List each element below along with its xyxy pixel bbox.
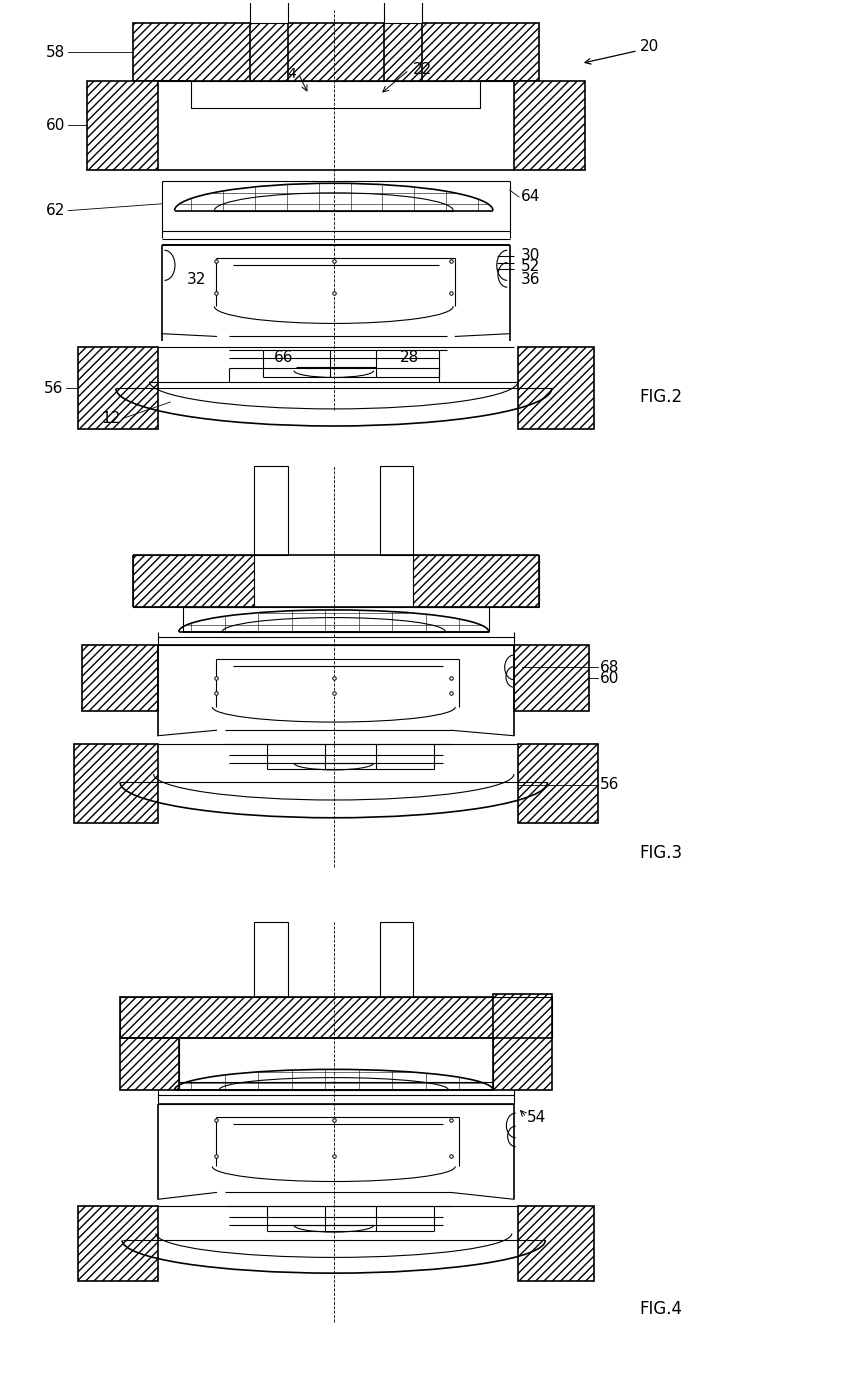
Text: 64: 64	[520, 189, 540, 205]
Bar	[191, 81, 481, 108]
Text: FIG.3: FIG.3	[639, 844, 682, 862]
Bar	[492, 994, 551, 1090]
Text: 32: 32	[187, 272, 207, 287]
Bar	[120, 997, 551, 1038]
Text: 58: 58	[46, 44, 66, 59]
Text: 54: 54	[526, 1109, 545, 1124]
Text: 56: 56	[44, 380, 63, 395]
Bar	[513, 645, 589, 711]
Bar	[78, 1205, 158, 1281]
Bar	[384, 0, 422, 23]
Bar	[379, 467, 413, 555]
Bar	[518, 1205, 593, 1281]
Bar	[518, 744, 598, 824]
Text: 60: 60	[46, 118, 66, 133]
Bar	[518, 347, 593, 430]
Text: 68: 68	[599, 660, 619, 676]
Bar	[132, 23, 539, 81]
Bar	[132, 555, 254, 607]
Bar	[78, 347, 158, 430]
Bar	[379, 921, 413, 997]
Bar	[513, 81, 585, 170]
Text: 36: 36	[520, 272, 540, 287]
Text: 60: 60	[599, 671, 619, 685]
Bar	[413, 555, 539, 607]
Bar	[250, 0, 287, 23]
Text: 28: 28	[400, 350, 419, 365]
Bar	[87, 81, 158, 170]
Bar	[74, 744, 158, 824]
Text: 20: 20	[639, 38, 658, 54]
Text: 4: 4	[287, 67, 296, 81]
Text: 62: 62	[46, 203, 66, 218]
Bar	[120, 1038, 179, 1090]
Text: 56: 56	[599, 777, 619, 792]
Text: 12: 12	[101, 411, 120, 426]
Text: 22: 22	[413, 62, 432, 77]
Text: 66: 66	[274, 350, 293, 365]
Bar	[254, 467, 287, 555]
Text: FIG.4: FIG.4	[639, 1300, 682, 1318]
Bar	[254, 921, 287, 997]
Text: 30: 30	[520, 249, 540, 264]
Text: FIG.2: FIG.2	[639, 387, 682, 405]
Text: 52: 52	[520, 259, 540, 275]
Bar	[83, 645, 158, 711]
